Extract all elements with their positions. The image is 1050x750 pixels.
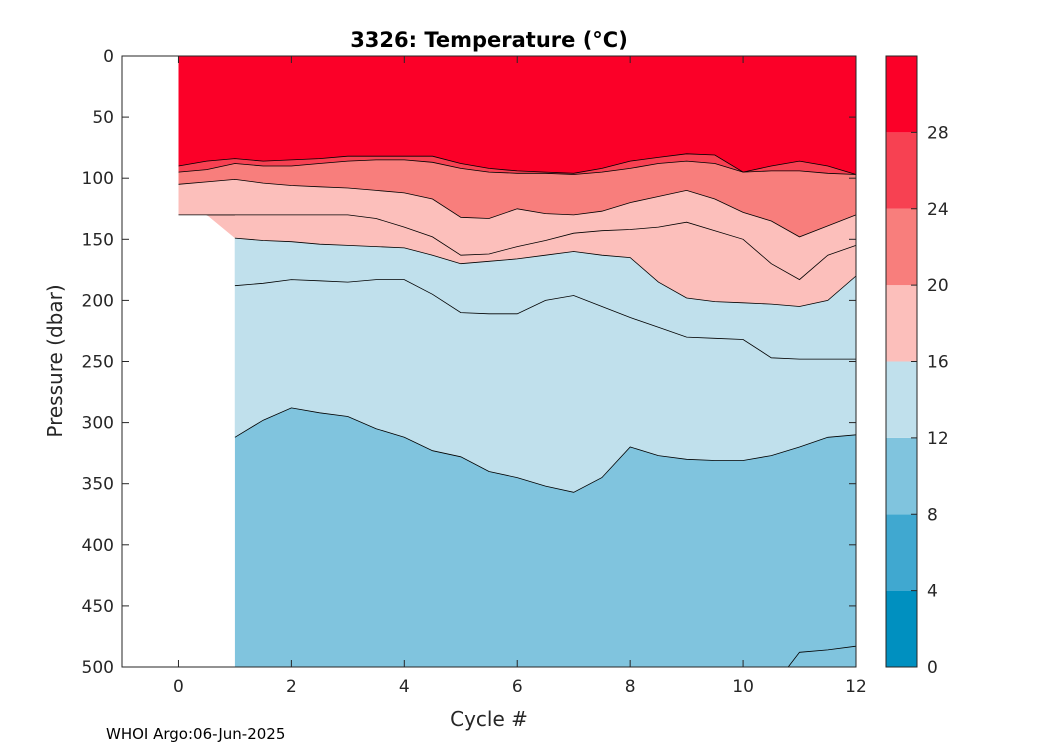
- y-tick-label: 150: [82, 230, 114, 250]
- chart-title: 3326: Temperature (°C): [350, 28, 628, 52]
- y-tick-label: 350: [82, 475, 114, 495]
- colorbar-swatch: [886, 208, 917, 286]
- contour-24C: [178, 159, 857, 175]
- contour-12C: [234, 237, 857, 307]
- y-tick-label: 200: [82, 291, 114, 311]
- colorbar-tick-label: 28: [927, 123, 949, 143]
- colorbar: 0 4 8 12 16 20 24 28: [885, 55, 949, 678]
- colorbar-tick-label: 8: [927, 505, 938, 525]
- x-tick-label: 8: [625, 677, 636, 697]
- x-tick-label: 6: [512, 677, 523, 697]
- y-tick-label: 50: [92, 108, 114, 128]
- x-tick-label: 10: [732, 677, 754, 697]
- colorbar-swatch: [886, 285, 917, 362]
- contour-8C: [234, 279, 856, 360]
- colorbar-swatch: [886, 361, 917, 438]
- contour-deep: [787, 645, 857, 668]
- colorbar-swatch: [886, 590, 917, 667]
- y-tick-label: 500: [82, 658, 114, 678]
- colorbar-tick-label: 12: [927, 429, 949, 449]
- contour-20C: [178, 178, 857, 238]
- colorbar-tick-label: 20: [927, 276, 949, 296]
- colorbar-tick-label: 0: [927, 658, 938, 678]
- x-tick-label: 0: [173, 677, 184, 697]
- x-tick-label: 2: [286, 677, 297, 697]
- x-tick-label: 4: [399, 677, 410, 697]
- y-tick-label: 100: [82, 169, 114, 189]
- footer-credit: WHOI Argo:06-Jun-2025: [106, 725, 286, 743]
- y-tick-label: 400: [82, 536, 114, 556]
- colorbar-swatch: [886, 56, 917, 133]
- axes: 0 2 4 6 8 10 12 0 50 100 150 200 250 300 350 400 450 500: [82, 47, 867, 697]
- colorbar-swatch: [886, 132, 917, 209]
- colorbar-swatch: [886, 437, 917, 515]
- band-28-32C: [178, 56, 856, 175]
- colorbar-swatch: [886, 514, 917, 591]
- y-tick-label: 250: [82, 353, 114, 373]
- colorbar-tick-label: 4: [927, 582, 938, 602]
- x-axis-label: Cycle #: [450, 707, 528, 731]
- y-tick-label: 0: [103, 47, 114, 67]
- y-axis-label: Pressure (dbar): [43, 284, 67, 437]
- contour-4C: [234, 407, 857, 493]
- contour-16C: [178, 214, 857, 281]
- colorbar-tick-label: 16: [927, 353, 949, 373]
- y-tick-label: 300: [82, 414, 114, 434]
- x-tick-label: 12: [845, 677, 867, 697]
- colorbar-tick-label: 24: [927, 200, 949, 220]
- plot-area: [122, 56, 857, 668]
- y-tick-label: 450: [82, 597, 114, 617]
